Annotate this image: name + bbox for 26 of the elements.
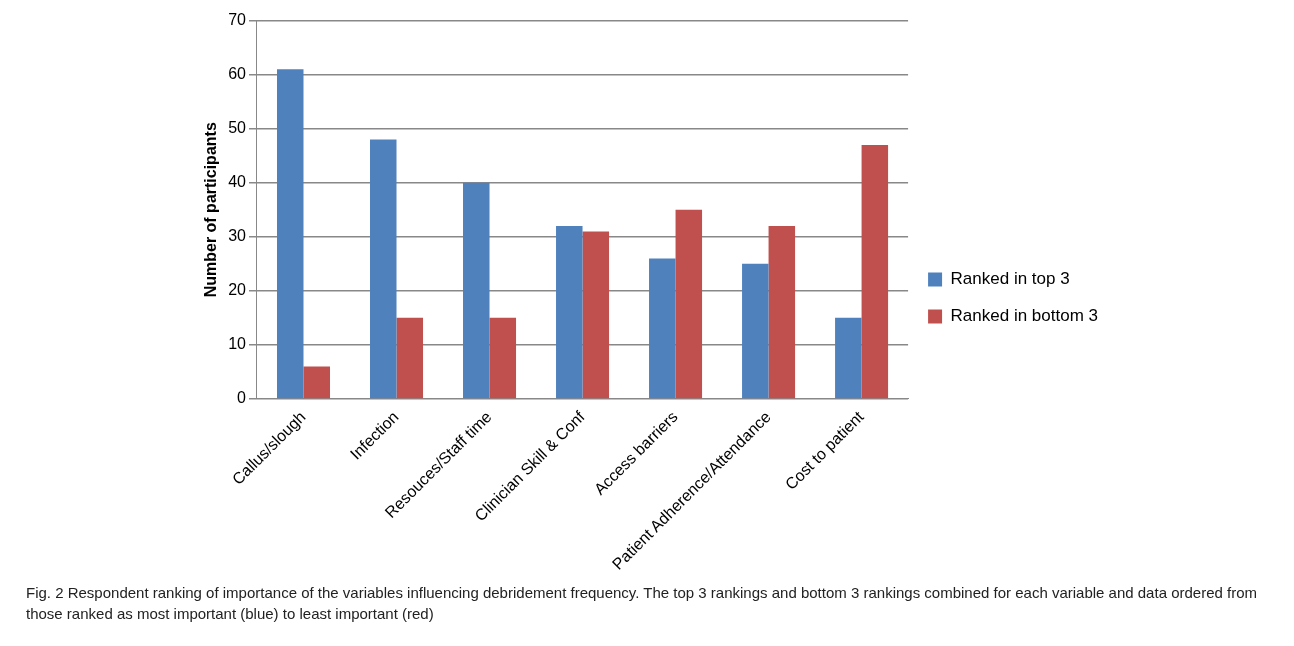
bar xyxy=(768,225,796,399)
caption: Fig. 2 Respondent ranking of importance of the variables influencing debridement frequency. The top 3 rankings and bottom 3 rankings combined for each variable and data ordered from those ranked as most important (blue) to least important (red) xyxy=(25,583,1258,624)
y-tick-label: 10 xyxy=(228,335,247,353)
bar xyxy=(835,317,862,399)
bar xyxy=(742,263,769,399)
y-tick-label: 60 xyxy=(228,65,247,83)
bar xyxy=(649,258,676,399)
bar xyxy=(861,144,889,399)
bar xyxy=(370,139,397,399)
bar xyxy=(463,182,490,399)
y-tick-label: 70 xyxy=(228,11,247,29)
bar xyxy=(556,225,583,399)
y-axis-title: Number of participants xyxy=(202,122,220,298)
y-tick-label: 30 xyxy=(228,227,247,245)
bar xyxy=(303,366,331,399)
bar xyxy=(396,317,424,399)
y-tick-label: 0 xyxy=(237,389,247,407)
y-tick-label: 50 xyxy=(228,119,247,137)
legend-label: Ranked in top 3 xyxy=(950,269,1070,289)
y-tick-label: 40 xyxy=(228,173,247,191)
bar xyxy=(675,209,703,399)
bar xyxy=(489,317,517,399)
bar xyxy=(582,231,610,399)
legend-label: Ranked in bottom 3 xyxy=(950,306,1098,326)
y-tick-label: 20 xyxy=(228,281,247,299)
bar xyxy=(276,69,304,399)
